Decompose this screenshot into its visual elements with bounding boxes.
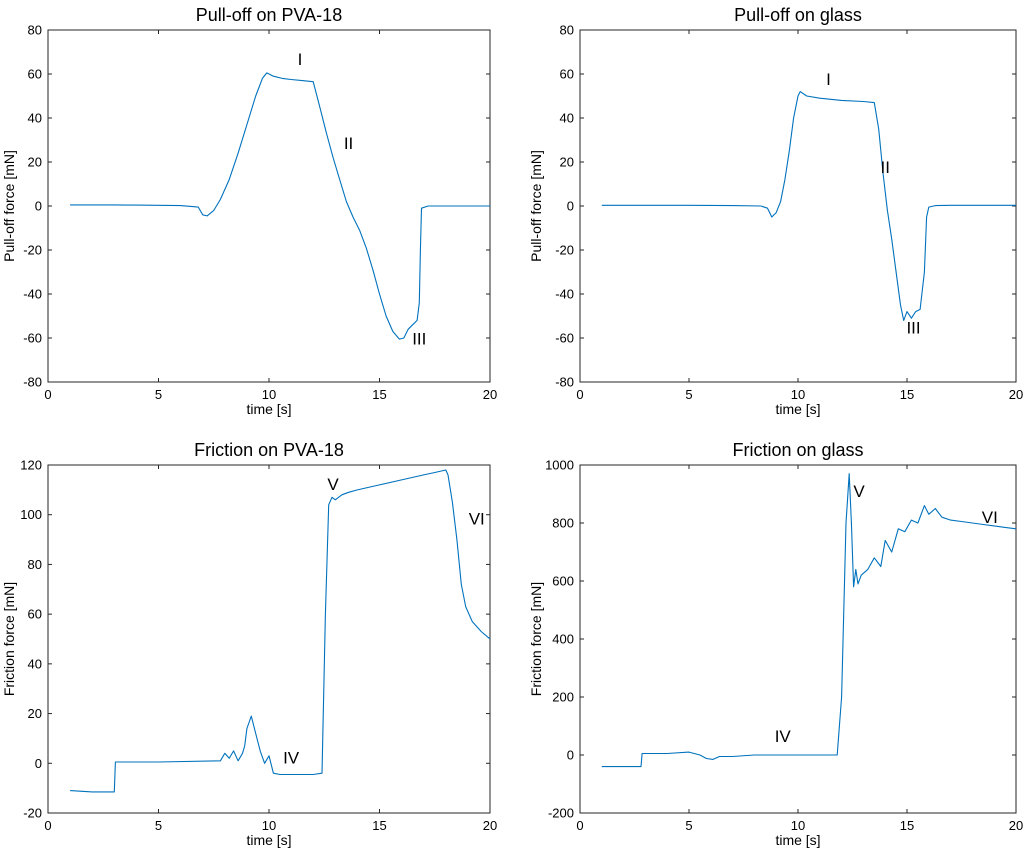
- y-tick-label: 100: [20, 507, 42, 522]
- x-tick-label: 15: [900, 818, 914, 833]
- series-line: [601, 473, 1016, 768]
- y-tick-label: 40: [560, 111, 574, 126]
- plot-area: [47, 464, 491, 814]
- y-tick-label: 60: [28, 67, 42, 82]
- y-tick-label: 20: [28, 706, 42, 721]
- chart-title: Pull-off on PVA-18: [196, 5, 342, 25]
- x-tick-label: 15: [372, 818, 386, 833]
- y-tick-label: 600: [552, 574, 574, 589]
- x-tick-label: 5: [155, 387, 162, 402]
- x-tick-label: 20: [483, 818, 497, 833]
- region-annotation: VI: [469, 510, 485, 529]
- x-tick-label: 10: [262, 387, 276, 402]
- y-tick-label: -20: [23, 806, 42, 821]
- y-tick-label: 0: [35, 756, 42, 771]
- series-line: [601, 91, 1016, 321]
- y-tick-label: 0: [567, 199, 574, 214]
- y-tick-label: -200: [548, 806, 574, 821]
- y-tick-label: -80: [555, 375, 574, 390]
- chart-title: Friction on PVA-18: [194, 440, 344, 460]
- y-tick-label: 120: [20, 458, 42, 473]
- region-annotation: III: [412, 330, 426, 349]
- y-tick-label: 800: [552, 516, 574, 531]
- y-axis-label: Friction force [mN]: [528, 582, 544, 696]
- y-tick-label: 200: [552, 690, 574, 705]
- y-tick-label: 1000: [545, 458, 574, 473]
- region-annotation: I: [298, 50, 303, 69]
- x-tick-label: 20: [483, 387, 497, 402]
- y-tick-label: -40: [23, 287, 42, 302]
- y-tick-label: 0: [567, 748, 574, 763]
- y-axis-label: Friction force [mN]: [1, 582, 17, 696]
- y-tick-label: 40: [28, 656, 42, 671]
- y-axis-label: Pull-off force [mN]: [528, 150, 544, 262]
- y-tick-label: 400: [552, 632, 574, 647]
- y-tick-label: 80: [560, 23, 574, 38]
- x-axis-label: time [s]: [775, 401, 820, 417]
- region-annotation: I: [826, 70, 831, 89]
- series-line: [70, 469, 490, 793]
- y-tick-label: -20: [23, 243, 42, 258]
- y-tick-label: -80: [23, 375, 42, 390]
- y-tick-label: 40: [28, 111, 42, 126]
- y-tick-label: 80: [28, 23, 42, 38]
- x-tick-label: 10: [791, 818, 805, 833]
- x-tick-label: 0: [576, 387, 583, 402]
- x-axis-label: time [s]: [246, 401, 291, 417]
- x-axis-label: time [s]: [775, 832, 820, 848]
- region-annotation: II: [880, 158, 889, 177]
- y-tick-label: 20: [560, 155, 574, 170]
- x-axis-label: time [s]: [246, 832, 291, 848]
- x-tick-label: 10: [262, 818, 276, 833]
- region-annotation: VI: [982, 508, 998, 527]
- x-tick-label: 0: [44, 387, 51, 402]
- y-tick-label: 0: [35, 199, 42, 214]
- x-tick-label: 5: [685, 818, 692, 833]
- x-tick-label: 5: [155, 818, 162, 833]
- y-tick-label: -40: [555, 287, 574, 302]
- chart-title: Pull-off on glass: [734, 5, 862, 25]
- panel-pulloff-pva18: 0 5 10 15 20 -80 -60 -40 -20 0 20 40 60 80 Pull-off on…: [1, 5, 497, 417]
- x-tick-label: 15: [900, 387, 914, 402]
- region-annotation: V: [327, 475, 339, 494]
- series-line: [70, 72, 490, 340]
- y-tick-label: -60: [555, 331, 574, 346]
- panel-pulloff-glass: 0 5 10 15 20 -80 -60 -40 -20 0 20 40 60 80 Pull-off on…: [528, 5, 1023, 417]
- plot-area: [579, 464, 1017, 814]
- x-tick-label: 0: [576, 818, 583, 833]
- region-annotation: III: [906, 319, 920, 338]
- x-tick-label: 10: [791, 387, 805, 402]
- x-tick-label: 20: [1009, 818, 1023, 833]
- region-annotation: IV: [775, 727, 792, 746]
- x-tick-label: 5: [685, 387, 692, 402]
- region-annotation: V: [853, 482, 865, 501]
- y-tick-label: 60: [560, 67, 574, 82]
- y-tick-label: 80: [28, 557, 42, 572]
- y-tick-label: -20: [555, 243, 574, 258]
- region-annotation: II: [344, 134, 353, 153]
- x-tick-label: 0: [44, 818, 51, 833]
- region-annotation: IV: [283, 748, 300, 767]
- y-tick-label: -60: [23, 331, 42, 346]
- y-tick-label: 20: [28, 155, 42, 170]
- x-tick-label: 15: [372, 387, 386, 402]
- chart-title: Friction on glass: [732, 440, 863, 460]
- plot-area: [47, 29, 491, 383]
- plot-area: [579, 29, 1017, 383]
- x-tick-label: 20: [1009, 387, 1023, 402]
- y-tick-label: 60: [28, 607, 42, 622]
- y-axis-label: Pull-off force [mN]: [1, 150, 17, 262]
